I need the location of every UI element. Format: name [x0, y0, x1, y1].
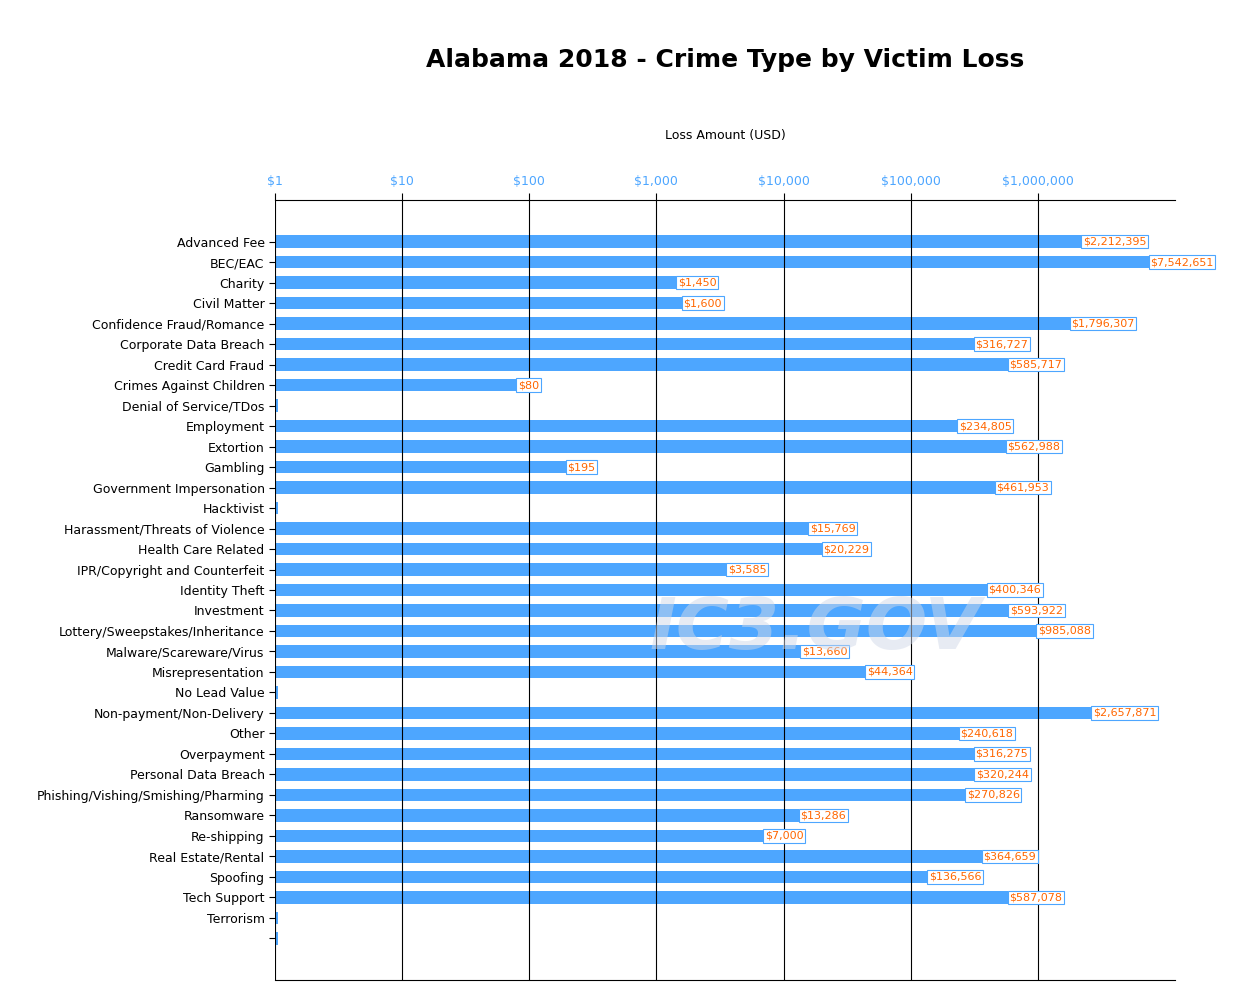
Bar [0, 789, 966, 801]
Bar [0, 830, 764, 842]
Text: $400,346: $400,346 [989, 585, 1041, 595]
Bar [0, 748, 974, 760]
Bar [0, 645, 801, 658]
Bar [0, 563, 728, 576]
Text: $2,657,871: $2,657,871 [1092, 708, 1156, 718]
Bar [0, 891, 1009, 904]
Text: $195: $195 [568, 462, 595, 472]
Text: $364,659: $364,659 [984, 851, 1036, 861]
Bar [0, 686, 278, 699]
Text: $136,566: $136,566 [929, 872, 981, 882]
Bar [0, 625, 1038, 637]
Text: $1,450: $1,450 [678, 278, 716, 288]
Text: $461,953: $461,953 [996, 483, 1049, 493]
Text: $7,000: $7,000 [765, 831, 804, 841]
Bar [0, 440, 1006, 453]
Text: $7,542,651: $7,542,651 [1150, 257, 1214, 267]
Text: $13,660: $13,660 [801, 646, 848, 656]
Bar [0, 297, 682, 309]
Bar [0, 707, 1091, 719]
Text: $985,088: $985,088 [1038, 626, 1091, 636]
Text: $316,275: $316,275 [975, 749, 1028, 759]
Text: IC3.GOV: IC3.GOV [649, 594, 981, 664]
Text: $562,988: $562,988 [1008, 442, 1060, 452]
Bar [0, 850, 982, 863]
Bar [0, 379, 518, 391]
Text: $234,805: $234,805 [959, 421, 1011, 431]
Text: $15,769: $15,769 [810, 524, 855, 534]
Bar [0, 399, 278, 412]
Bar [0, 768, 975, 781]
Bar [0, 276, 678, 289]
Text: $240,618: $240,618 [960, 728, 1012, 738]
Bar [0, 584, 988, 596]
Bar [0, 256, 1149, 268]
Bar [0, 604, 1009, 617]
Bar [0, 809, 799, 822]
Text: $585,717: $585,717 [1009, 360, 1062, 370]
Bar [0, 338, 974, 350]
Text: $44,364: $44,364 [867, 667, 912, 677]
Bar [0, 420, 958, 432]
Bar [0, 461, 566, 473]
Text: $80: $80 [518, 380, 539, 390]
Bar [0, 481, 995, 494]
Bar [0, 317, 1070, 330]
Text: $20,229: $20,229 [824, 544, 870, 554]
Bar [0, 543, 822, 555]
Bar [0, 522, 809, 535]
Text: Alabama 2018 - Crime Type by Victim Loss: Alabama 2018 - Crime Type by Victim Loss [426, 48, 1024, 72]
Bar [0, 502, 278, 514]
Text: $316,727: $316,727 [975, 339, 1029, 349]
Text: $1,600: $1,600 [684, 298, 722, 308]
Text: $2,212,395: $2,212,395 [1082, 237, 1146, 247]
Bar [0, 666, 866, 678]
Text: $587,078: $587,078 [1010, 892, 1062, 902]
Text: Loss Amount (USD): Loss Amount (USD) [665, 128, 785, 141]
Text: $1,796,307: $1,796,307 [1071, 319, 1135, 329]
Text: $13,286: $13,286 [800, 810, 846, 820]
Bar [0, 912, 278, 924]
Text: $270,826: $270,826 [966, 790, 1020, 800]
Bar [0, 358, 1009, 371]
Text: $3,585: $3,585 [728, 565, 766, 575]
Text: $593,922: $593,922 [1010, 605, 1064, 615]
Text: $320,244: $320,244 [976, 769, 1029, 779]
Bar [0, 932, 278, 945]
Bar [0, 235, 1081, 248]
Bar [0, 727, 959, 740]
Bar [0, 871, 928, 883]
